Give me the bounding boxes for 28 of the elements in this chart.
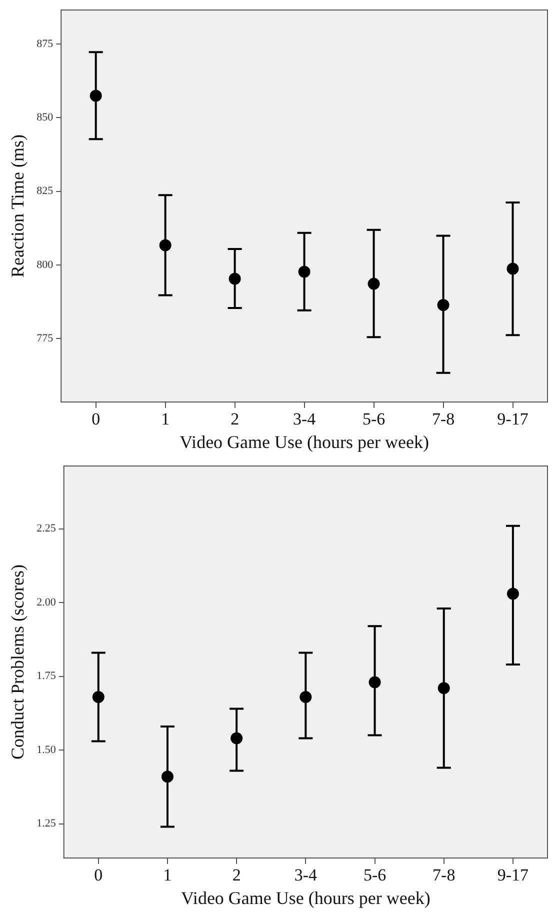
- y-tick-label: 1.25: [36, 818, 56, 830]
- y-axis-title: Reaction Time (ms): [8, 134, 28, 278]
- y-tick-label: 800: [36, 258, 54, 271]
- x-tick-label: 0: [94, 866, 103, 885]
- y-tick-label: 1.75: [36, 670, 56, 682]
- x-axis-title: Video Game Use (hours per week): [180, 432, 429, 452]
- x-tick-label: 2: [232, 866, 241, 885]
- y-tick-label: 2.00: [36, 596, 56, 608]
- x-tick-label: 5-6: [363, 866, 386, 885]
- x-tick-label: 9-17: [497, 410, 529, 429]
- y-tick-label: 1.50: [36, 744, 56, 756]
- y-tick-label: 850: [36, 111, 54, 124]
- x-tick-label: 5-6: [362, 410, 386, 429]
- x-tick-label: 0: [92, 410, 100, 429]
- x-tick-label: 1: [163, 866, 172, 885]
- x-tick-label: 7-8: [432, 866, 456, 885]
- x-tick-label: 3-4: [294, 866, 318, 885]
- x-tick-label: 3-4: [292, 410, 316, 429]
- y-tick-label: 825: [36, 185, 54, 198]
- y-tick-label: 775: [36, 332, 54, 345]
- x-tick-label: 7-8: [432, 410, 455, 429]
- x-tick-label: 9-17: [497, 866, 530, 885]
- y-tick-label: 875: [36, 38, 54, 50]
- y-axis-title: Conduct Problems (scores): [8, 564, 28, 760]
- x-axis-title: Video Game Use (hours per week): [181, 888, 430, 908]
- y-tick-label: 2.25: [36, 522, 56, 535]
- x-tick-label: 1: [161, 410, 170, 429]
- x-tick-label: 2: [230, 410, 240, 429]
